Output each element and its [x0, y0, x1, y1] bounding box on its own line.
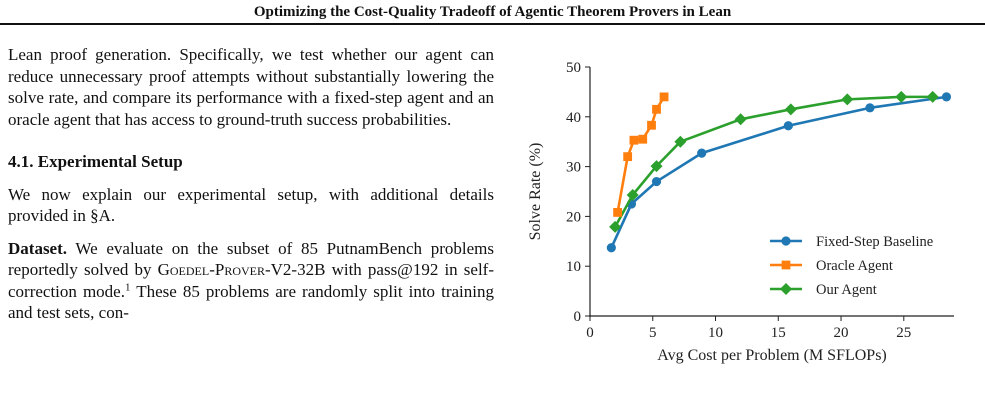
legend-oracle-agent-label: Oracle Agent	[816, 258, 893, 274]
fixed-step-baseline-point	[941, 92, 952, 102]
footnote-mark: 1	[124, 280, 131, 293]
x-tick-label: 15	[771, 325, 786, 341]
our-agent-point	[626, 188, 639, 201]
oracle-agent-point	[623, 152, 633, 162]
setup-paragraph: We now explain our experimental setup, w…	[8, 184, 494, 226]
y-tick-label: 50	[566, 60, 581, 76]
section-heading: 4.1. Experimental Setup	[8, 152, 183, 171]
paper-running-title: Optimizing the Cost-Quality Tradeoff of …	[253, 4, 732, 20]
our-agent-point	[609, 220, 622, 233]
y-tick-label: 10	[566, 259, 581, 275]
dataset-text-2: with pass@192 in self-correction mode.	[8, 260, 495, 301]
y-tick-label: 0	[574, 309, 582, 325]
x-tick-label: 25	[896, 325, 911, 341]
oracle-agent-point	[647, 120, 656, 130]
x-axis-label: Avg Cost per Problem (M SFLOPs)	[657, 347, 887, 364]
fixed-step-baseline-line	[610, 95, 947, 249]
y-axis-label: Solve Rate (%)	[527, 143, 544, 241]
fixed-step-baseline-point	[697, 148, 707, 158]
header-rule	[0, 23, 985, 25]
oracle-agent-point	[638, 134, 648, 144]
dataset-paragraph: Dataset. We evaluate on the subset of 85…	[8, 238, 494, 324]
model-name: Goedel-Prover-V2-32B	[157, 260, 326, 279]
oracle-agent-point	[629, 135, 639, 145]
fixed-step-baseline-point	[783, 121, 793, 131]
legend-our-agent-marker	[780, 283, 792, 295]
legend-fixed-step-baseline-label: Fixed-Step Baseline	[816, 234, 933, 250]
our-agent-point	[674, 135, 687, 148]
x-tick-label: 10	[708, 325, 723, 341]
legend-fixed-step-baseline-marker	[781, 236, 791, 246]
our-agent-point	[926, 90, 939, 103]
fixed-step-baseline-series	[606, 92, 952, 253]
x-tick-label: 5	[649, 325, 657, 341]
chart-axes: 0 5 10 15 20 25 0 10 20 30 40 50 Avg Cost per Proble…	[527, 60, 954, 364]
fixed-step-baseline-point	[606, 243, 616, 253]
y-tick-label: 20	[566, 209, 581, 225]
our-agent-point	[841, 93, 854, 106]
intro-paragraph: Lean proof generation. Specifically, we …	[8, 45, 494, 129]
our-agent-line	[613, 95, 933, 228]
our-agent-point	[784, 103, 797, 116]
dataset-text-3: These 85 problems are randomly split int…	[8, 281, 494, 323]
y-tick-label: 40	[566, 110, 581, 126]
oracle-agent-point	[652, 104, 661, 114]
y-tick-label: 30	[566, 160, 581, 176]
legend-our-agent-label: Our Agent	[816, 282, 877, 298]
our-agent-point	[734, 113, 747, 126]
our-agent-series	[609, 90, 939, 233]
oracle-agent-series	[613, 92, 669, 217]
solve-rate-chart: 0 5 10 15 20 25 0 10 20 30 40 50 Avg Cost per Proble…	[527, 60, 954, 364]
our-agent-point	[650, 160, 663, 173]
our-agent-point	[895, 90, 908, 103]
oracle-agent-point	[659, 92, 669, 102]
fixed-step-baseline-point	[865, 103, 875, 113]
chart-legend: Fixed-Step Baseline Oracle Agent Our Agent	[770, 234, 933, 298]
left-column-text: Lean proof generation. Specifically, we …	[8, 44, 494, 324]
dataset-label: Dataset.	[8, 238, 68, 258]
fixed-step-baseline-point	[651, 176, 662, 187]
legend-oracle-agent-marker	[781, 260, 791, 270]
dataset-text-1: We evaluate on the subset of 85 PutnamBe…	[8, 238, 494, 280]
x-tick-label: 0	[586, 325, 594, 341]
chart-series	[606, 90, 952, 253]
oracle-agent-point	[613, 208, 623, 217]
x-tick-label: 20	[834, 325, 849, 341]
